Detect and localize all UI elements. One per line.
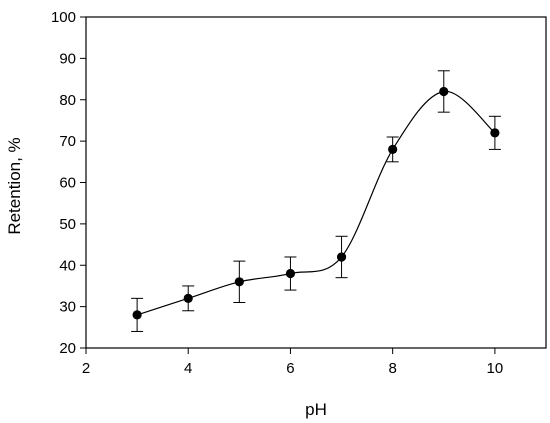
x-axis-title: pH — [305, 400, 327, 419]
error-bars — [131, 70, 501, 332]
x-tick-label: 8 — [388, 360, 396, 377]
series-line — [136, 90, 496, 316]
data-point — [490, 128, 500, 138]
data-point — [234, 277, 244, 287]
y-tick-label: 50 — [59, 216, 76, 233]
y-axis-title: Retention, % — [5, 137, 24, 234]
x-tick-label: 6 — [286, 360, 294, 377]
x-tick-label: 2 — [82, 360, 90, 377]
plot-frame — [85, 16, 547, 349]
y-axis: 20 30 40 50 60 70 80 90 100 — [51, 9, 86, 357]
y-tick-label: 20 — [59, 340, 76, 357]
data-point — [183, 293, 193, 303]
y-tick-label: 60 — [59, 175, 76, 192]
y-tick-label: 70 — [59, 133, 76, 150]
y-tick-label: 90 — [59, 50, 76, 67]
y-tick-label: 80 — [59, 92, 76, 109]
series-curve — [136, 90, 496, 316]
data-point — [388, 144, 398, 154]
x-tick-label: 10 — [487, 360, 504, 377]
data-point — [132, 310, 142, 320]
data-point — [439, 86, 449, 97]
x-axis: 2 4 6 8 10 — [82, 348, 503, 377]
y-tick-label: 100 — [51, 9, 76, 26]
data-points — [132, 86, 500, 320]
y-tick-label: 40 — [59, 257, 76, 274]
plot-border — [85, 16, 547, 349]
y-tick-label: 30 — [59, 299, 76, 316]
data-point — [285, 268, 296, 279]
x-tick-label: 4 — [184, 360, 192, 377]
data-point — [336, 252, 347, 262]
